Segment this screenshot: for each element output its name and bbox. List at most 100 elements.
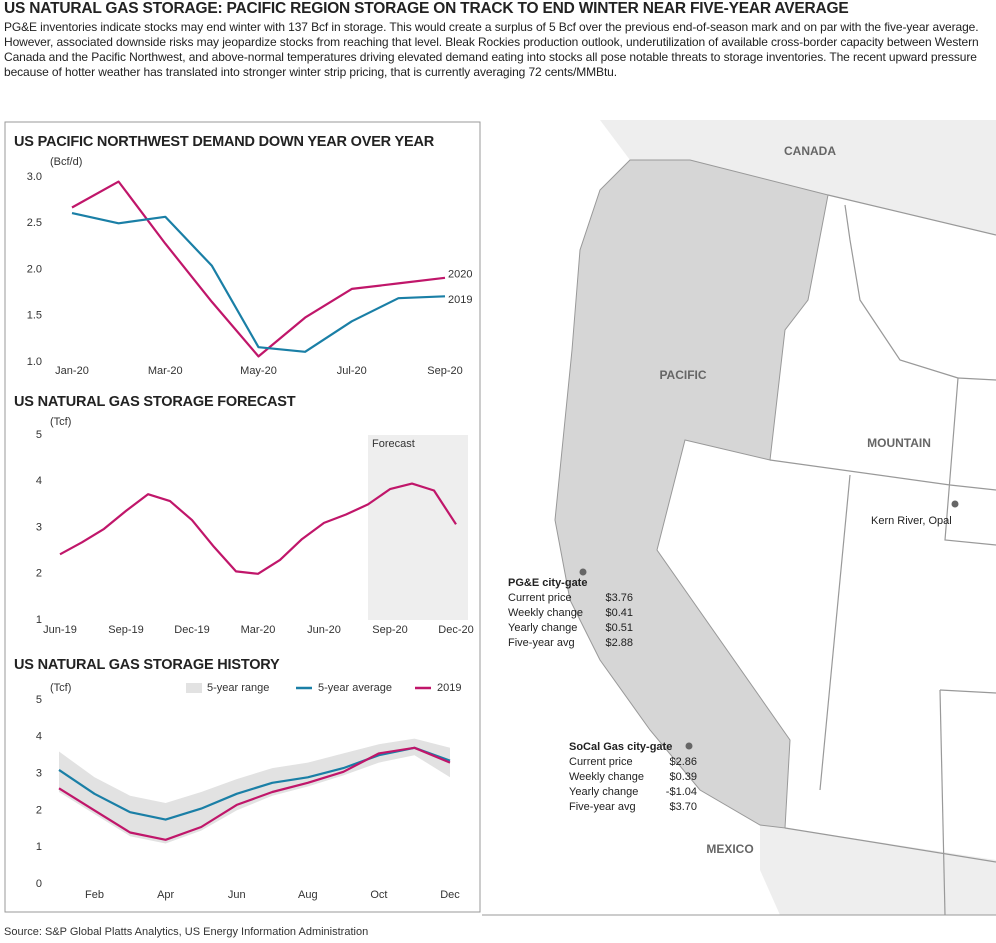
- box-label: Yearly change: [569, 786, 638, 798]
- box-label: Five-year avg: [569, 801, 636, 813]
- x-tick-label: Sep-20: [427, 365, 462, 377]
- y-tick-label: 1: [36, 614, 42, 626]
- data-line: [58, 746, 451, 821]
- map-label: CANADA: [784, 144, 836, 158]
- x-tick-label: Dec-19: [174, 624, 209, 636]
- x-tick-label: Sep-19: [108, 624, 143, 636]
- box-label: Five-year avg: [508, 637, 575, 649]
- border: [949, 484, 996, 491]
- x-tick-label: Mar-20: [241, 624, 276, 636]
- y-tick-label: 4: [36, 475, 42, 487]
- x-tick-label: Aug: [298, 889, 318, 901]
- box-label: Weekly change: [569, 771, 644, 783]
- border: [769, 459, 951, 486]
- box-value: $0.39: [669, 771, 697, 783]
- legend-label: 5-year average: [318, 682, 392, 694]
- borders: [769, 194, 996, 916]
- legend-label: 5-year range: [207, 682, 269, 694]
- x-tick-label: Dec-20: [438, 624, 473, 636]
- y-tick-label: 2: [36, 804, 42, 816]
- border: [939, 689, 946, 916]
- y-tick-label: 1.0: [27, 356, 42, 368]
- y-axis-label: (Bcf/d): [50, 156, 82, 168]
- box-label: Yearly change: [508, 622, 577, 634]
- y-tick-label: 2: [36, 568, 42, 580]
- data-line: [71, 212, 446, 353]
- box-value: $0.51: [605, 622, 633, 634]
- y-tick-label: 3: [36, 521, 42, 533]
- y-tick-label: 2.0: [27, 263, 42, 275]
- location-dot: [951, 500, 959, 508]
- box-value: $0.41: [605, 607, 633, 619]
- box-title: SoCal Gas city-gate: [569, 741, 672, 753]
- map-label: PACIFIC: [659, 368, 706, 382]
- map-label: MEXICO: [706, 842, 753, 856]
- box-value: $3.70: [669, 801, 697, 813]
- intro-text: PG&E inventories indicate stocks may end…: [4, 20, 979, 79]
- border: [957, 377, 996, 381]
- border: [944, 377, 996, 546]
- x-tick-label: Jun: [228, 889, 246, 901]
- x-tick-label: May-20: [240, 365, 277, 377]
- data-line: [58, 746, 451, 841]
- page-title: US NATURAL GAS STORAGE: PACIFIC REGION S…: [4, 0, 849, 17]
- border: [844, 204, 959, 379]
- box-title: PG&E city-gate: [508, 577, 587, 589]
- location-dot: [579, 568, 587, 576]
- box-label: Current price: [569, 756, 633, 768]
- box-label: Weekly change: [508, 607, 583, 619]
- y-tick-label: 1: [36, 841, 42, 853]
- x-tick-label: Jun-20: [307, 624, 341, 636]
- y-tick-label: 5: [36, 694, 42, 706]
- x-tick-label: Mar-20: [148, 365, 183, 377]
- border: [827, 194, 996, 236]
- x-tick-label: Oct: [370, 889, 387, 901]
- y-axis-label: (Tcf): [50, 682, 71, 694]
- chart-title: US NATURAL GAS STORAGE FORECAST: [14, 394, 296, 410]
- price-boxes: PG&E city-gate Current price $3.76 Weekly c…: [508, 577, 697, 813]
- forecast-region: [368, 435, 468, 620]
- box-label: Current price: [508, 592, 572, 604]
- box-value: $2.86: [669, 756, 697, 768]
- y-tick-label: 3.0: [27, 171, 42, 183]
- x-tick-label: Jun-19: [43, 624, 77, 636]
- y-axis-label: (Tcf): [50, 416, 71, 428]
- data-line: [59, 482, 457, 575]
- chart-title: US PACIFIC NORTHWEST DEMAND DOWN YEAR OV…: [14, 134, 435, 150]
- series-label: 2019: [448, 294, 472, 306]
- forecast-label: Forecast: [372, 438, 415, 450]
- canada-area: [600, 120, 996, 235]
- mexico-area: [760, 825, 996, 915]
- source: Source: S&P Global Platts Analytics, US …: [4, 926, 369, 938]
- legend-label: 2019: [437, 682, 461, 694]
- map-label: MOUNTAIN: [867, 436, 931, 450]
- border: [784, 827, 996, 863]
- y-tick-label: 4: [36, 731, 42, 743]
- x-tick-label: Jan-20: [55, 365, 89, 377]
- box-value: $2.88: [605, 637, 633, 649]
- box-value: $3.76: [605, 592, 633, 604]
- y-tick-label: 0: [36, 878, 42, 890]
- y-tick-label: 1.5: [27, 310, 42, 322]
- chart-title: US NATURAL GAS STORAGE HISTORY: [14, 657, 280, 673]
- pacific-region: [554, 159, 829, 829]
- y-tick-label: 5: [36, 429, 42, 441]
- map: CANADA PACIFIC MOUNTAIN MEXICO Kern Rive…: [482, 120, 996, 916]
- series-label: 2020: [448, 269, 472, 281]
- border: [819, 474, 851, 791]
- x-tick-label: Sep-20: [372, 624, 407, 636]
- x-tick-label: Jul-20: [337, 365, 367, 377]
- legend-swatch: [186, 683, 202, 693]
- location-dot: [685, 742, 693, 750]
- x-tick-label: Dec: [440, 889, 460, 901]
- y-tick-label: 2.5: [27, 217, 42, 229]
- location-label: Kern River, Opal: [871, 515, 952, 527]
- x-tick-label: Feb: [85, 889, 104, 901]
- box-value: -$1.04: [666, 786, 697, 798]
- y-tick-label: 3: [36, 768, 42, 780]
- border: [939, 689, 996, 694]
- data-line: [71, 180, 446, 358]
- x-tick-label: Apr: [157, 889, 174, 901]
